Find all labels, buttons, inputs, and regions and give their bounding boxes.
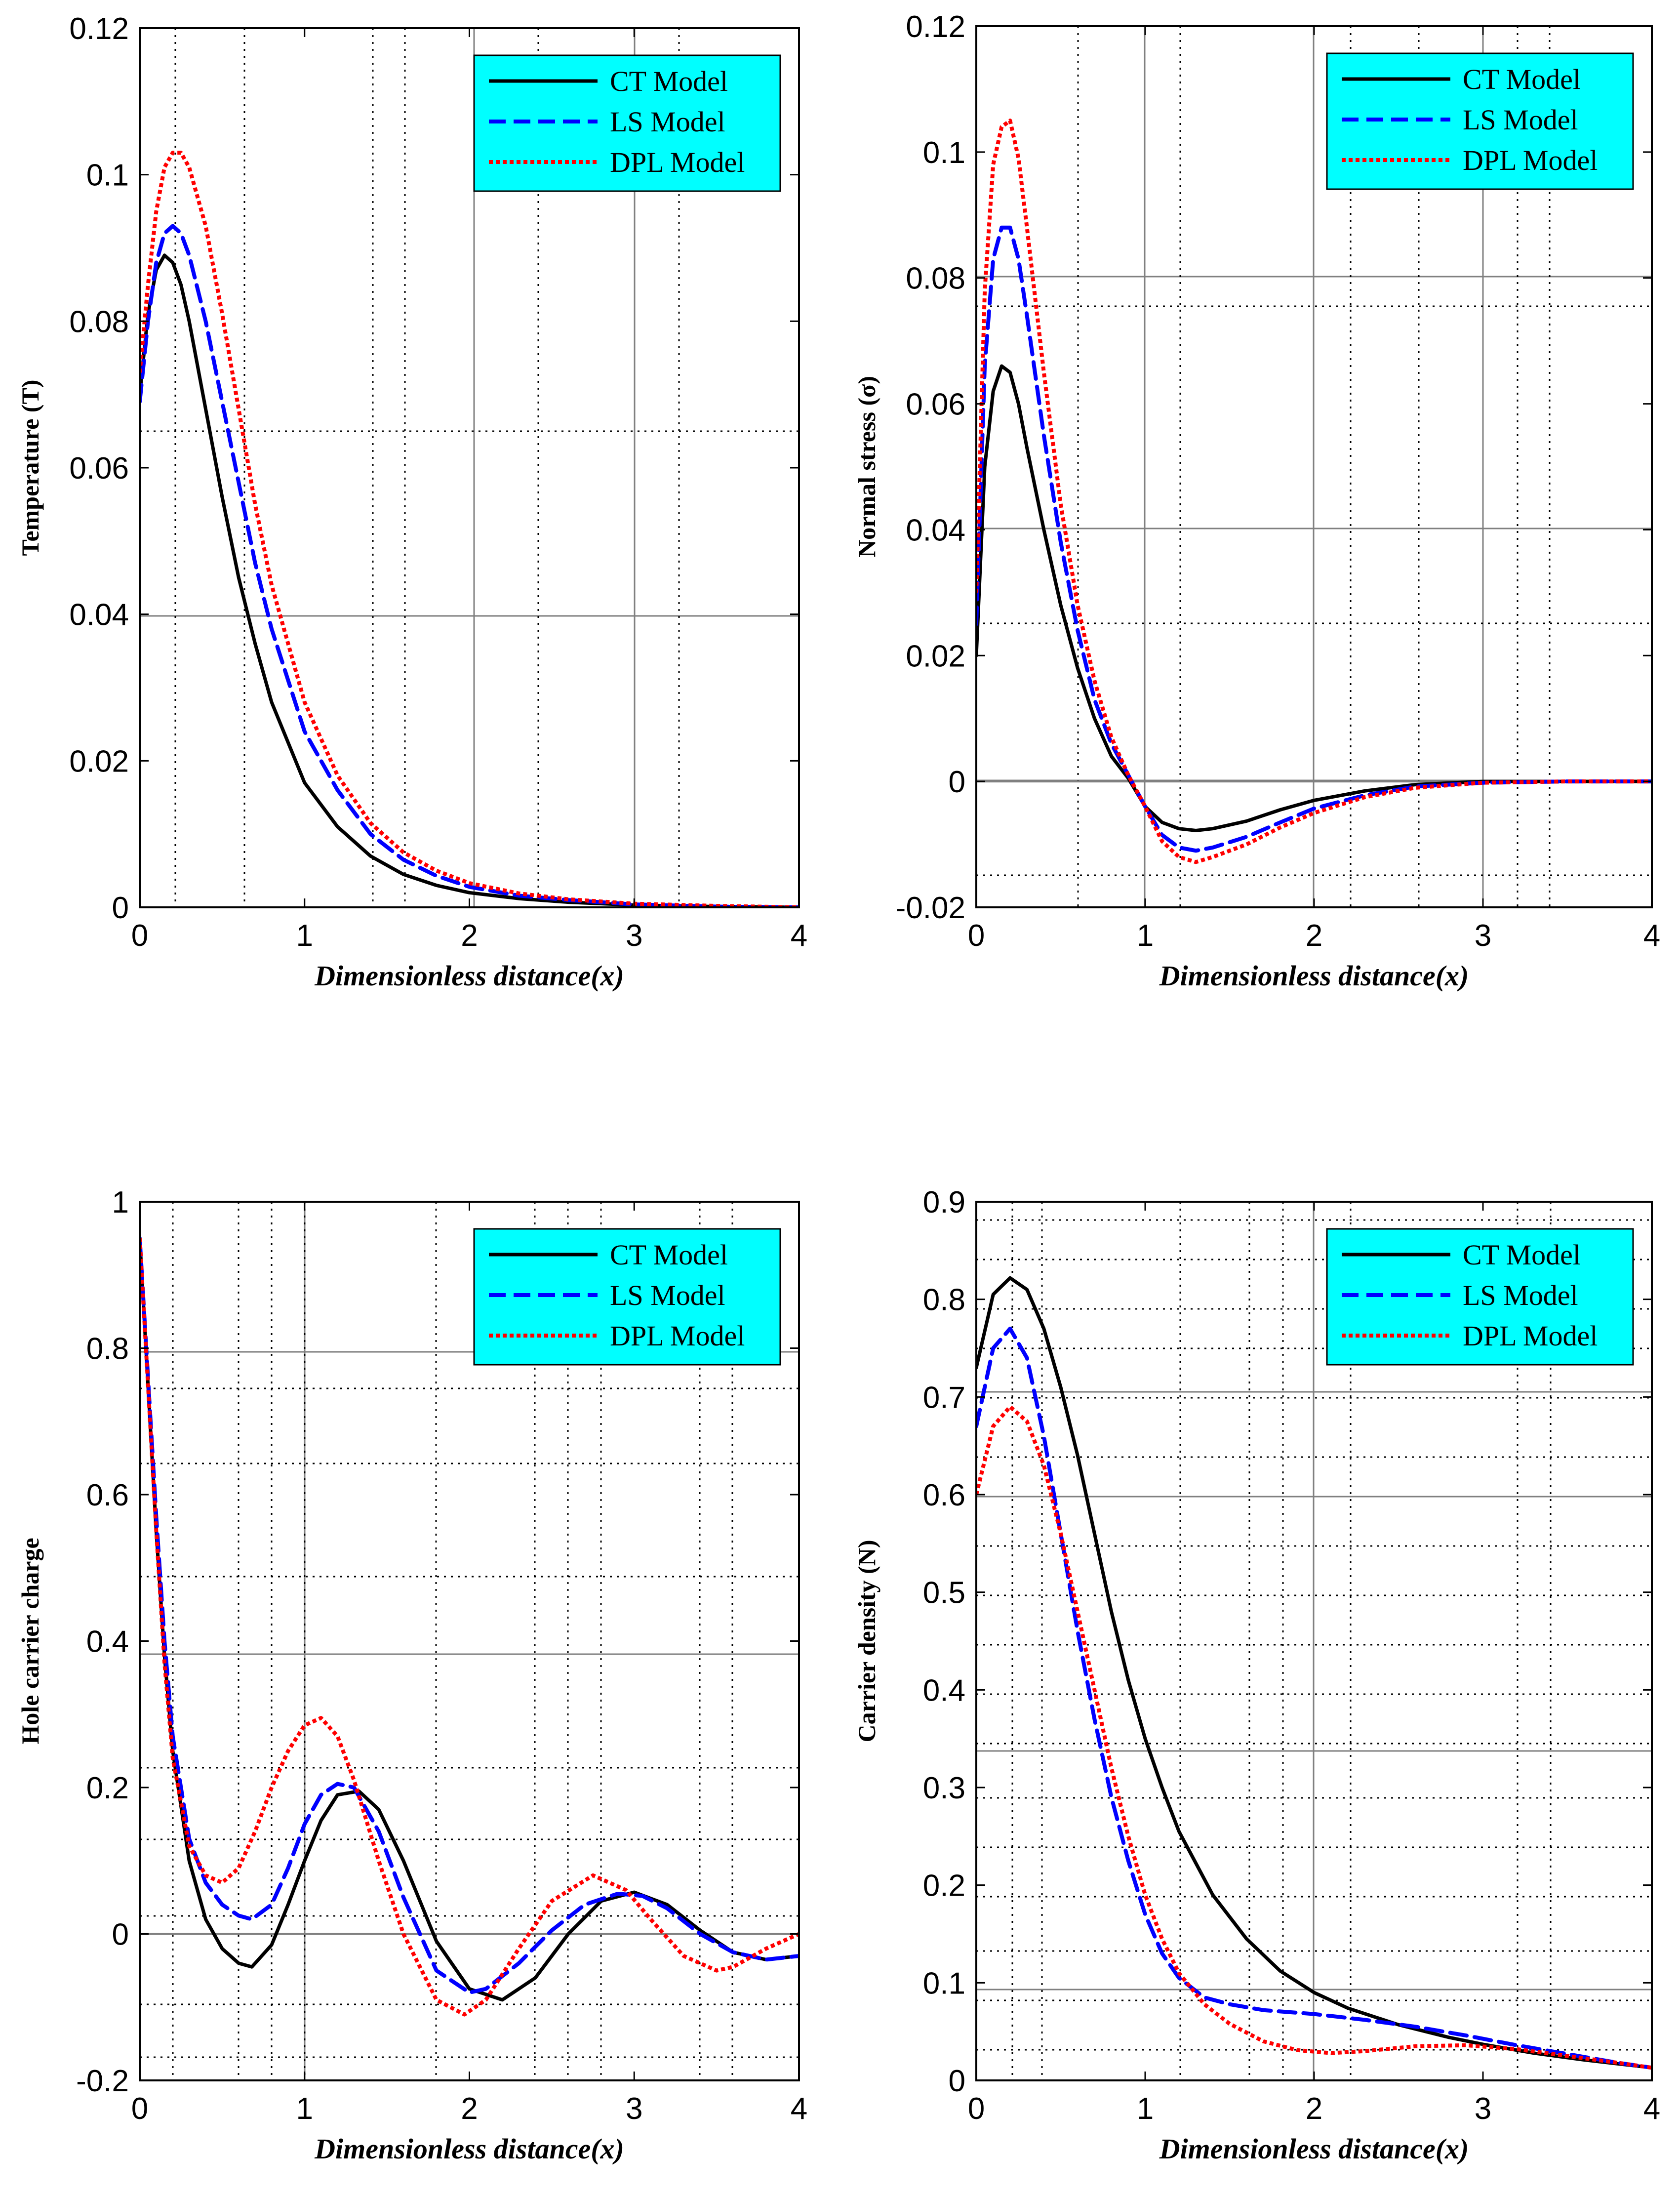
y-tick-label: 0.6: [86, 1478, 129, 1512]
legend-label-ls: LS Model: [1463, 1279, 1578, 1311]
legend-label-dpl: DPL Model: [1463, 144, 1598, 176]
y-tick-label: 0.2: [86, 1771, 129, 1805]
x-tick-label: 4: [791, 2092, 807, 2126]
y-tick-label: 0.4: [86, 1625, 129, 1659]
legend-label-dpl: DPL Model: [610, 1320, 745, 1352]
series-group: [140, 151, 799, 907]
legend-label-ls: LS Model: [1463, 104, 1578, 136]
y-axis-label: Hole carrier charge: [16, 1538, 44, 1744]
x-tick-label: 2: [1306, 919, 1322, 953]
series-line-ct-model: [976, 1276, 1652, 2070]
x-tick-label: 0: [968, 919, 985, 953]
legend-label-ct: CT Model: [610, 1239, 728, 1271]
legend-label-ct: CT Model: [610, 65, 728, 97]
y-tick-label: 0.8: [86, 1332, 129, 1366]
x-tick-label: 0: [131, 2092, 148, 2126]
x-tick-label: 0: [131, 919, 148, 953]
x-axis-label: Dimensionless distance(x): [314, 960, 624, 992]
x-tick-label: 3: [626, 919, 642, 953]
x-tick-label: 4: [791, 919, 807, 953]
y-tick-label: 0.4: [923, 1673, 965, 1707]
y-tick-label: 0.06: [906, 388, 965, 422]
series-line-dpl-model: [140, 151, 799, 907]
y-tick-label: 0.8: [923, 1283, 965, 1317]
x-axis-label: Dimensionless distance(x): [314, 2133, 624, 2165]
series-line-dpl-model: [976, 119, 1652, 864]
legend-label-ct: CT Model: [1463, 1239, 1581, 1271]
y-tick-label: 0.1: [923, 1966, 965, 2000]
y-tick-label: 0.7: [923, 1381, 965, 1415]
series-line-ls-model: [976, 1327, 1652, 2070]
x-tick-label: 1: [296, 919, 313, 953]
temperature-chart: 0 1 2 3 4 0 0.02 0.04 0.06 0.08 0.1 0.12 Dimensionle…: [16, 12, 807, 992]
legend-label-dpl: DPL Model: [610, 146, 745, 178]
y-tick-label: 0.3: [923, 1771, 965, 1805]
series-line-dpl-model: [140, 1238, 799, 2017]
y-tick-label: 0.02: [69, 744, 129, 778]
y-tick-label: 0.5: [923, 1576, 965, 1610]
legend: CT Model LS Model DPL Model: [473, 54, 781, 192]
y-tick-label: 0.1: [923, 136, 965, 170]
x-tick-label: 2: [1306, 2092, 1322, 2126]
background-grid: [976, 26, 1652, 1393]
y-tick-label: 0: [112, 1918, 129, 1952]
x-tick-label: 4: [1643, 919, 1660, 953]
y-tick-label: 0.06: [69, 451, 129, 486]
series-group: [976, 119, 1652, 864]
y-tick-label: 0.2: [923, 1869, 965, 1903]
x-tick-label: 4: [1643, 2092, 1660, 2126]
y-tick-label: 0.9: [923, 1185, 965, 1219]
x-tick-label: 2: [461, 2092, 478, 2126]
x-tick-label: 2: [461, 919, 478, 953]
y-tick-label: -0.02: [896, 891, 965, 925]
x-tick-label: 3: [1475, 2092, 1491, 2126]
legend-label-ct: CT Model: [1463, 63, 1581, 95]
y-tick-label: 0.12: [906, 10, 965, 44]
y-tick-label: 0.04: [906, 513, 965, 547]
x-tick-label: 3: [1475, 919, 1491, 953]
series-group: [976, 1276, 1652, 2070]
series-line-ct-model: [140, 253, 799, 907]
x-axis-label: Dimensionless distance(x): [1159, 2133, 1469, 2165]
y-tick-label: 0: [949, 765, 965, 799]
x-tick-label: 1: [1137, 2092, 1154, 2126]
y-tick-label: 0.12: [69, 12, 129, 46]
series-group: [140, 1236, 799, 2017]
y-axis-label: Carrier density (N): [853, 1540, 880, 1742]
x-tick-label: 3: [626, 2092, 642, 2126]
y-axis-label: Temperature (T): [16, 380, 44, 556]
y-tick-label: 0.04: [69, 598, 129, 632]
legend: CT Model LS Model DPL Model: [1326, 52, 1634, 190]
y-axis-label: Normal stress (σ): [853, 376, 880, 558]
y-tick-label: -0.2: [76, 2064, 129, 2098]
legend-label-ls: LS Model: [610, 1279, 725, 1311]
y-tick-label: 0.6: [923, 1478, 965, 1512]
x-tick-label: 0: [968, 2092, 985, 2126]
x-axis-label: Dimensionless distance(x): [1159, 960, 1469, 992]
y-tick-label: 0: [112, 891, 129, 925]
series-line-ls-model: [140, 224, 799, 907]
y-tick-label: 0.08: [906, 262, 965, 296]
legend: CT Model LS Model DPL Model: [1326, 1228, 1634, 1366]
normal-stress-chart: 0 1 2 3 4-0.0200.020.040.060.080.10.12Dimens…: [853, 10, 1660, 1393]
series-line-dpl-model: [976, 1405, 1652, 2070]
y-tick-label: 0.1: [86, 159, 129, 193]
y-tick-label: 0: [949, 2064, 965, 2098]
x-tick-label: 1: [1137, 919, 1154, 953]
carrier-density-chart: 0 1 2 3 4 0 0.1 0.2 0.3 0.4 0.5 0.6 0.7 0.8 0.9 Dimensi…: [853, 1185, 1660, 2165]
y-tick-label: 0.02: [906, 639, 965, 673]
legend-label-ls: LS Model: [610, 106, 725, 138]
y-tick-label: 0.08: [69, 305, 129, 339]
legend-label-dpl: DPL Model: [1463, 1320, 1598, 1352]
legend: CT Model LS Model DPL Model: [473, 1228, 781, 1366]
x-tick-label: 1: [296, 2092, 313, 2126]
y-tick-label: 1: [112, 1185, 129, 1219]
